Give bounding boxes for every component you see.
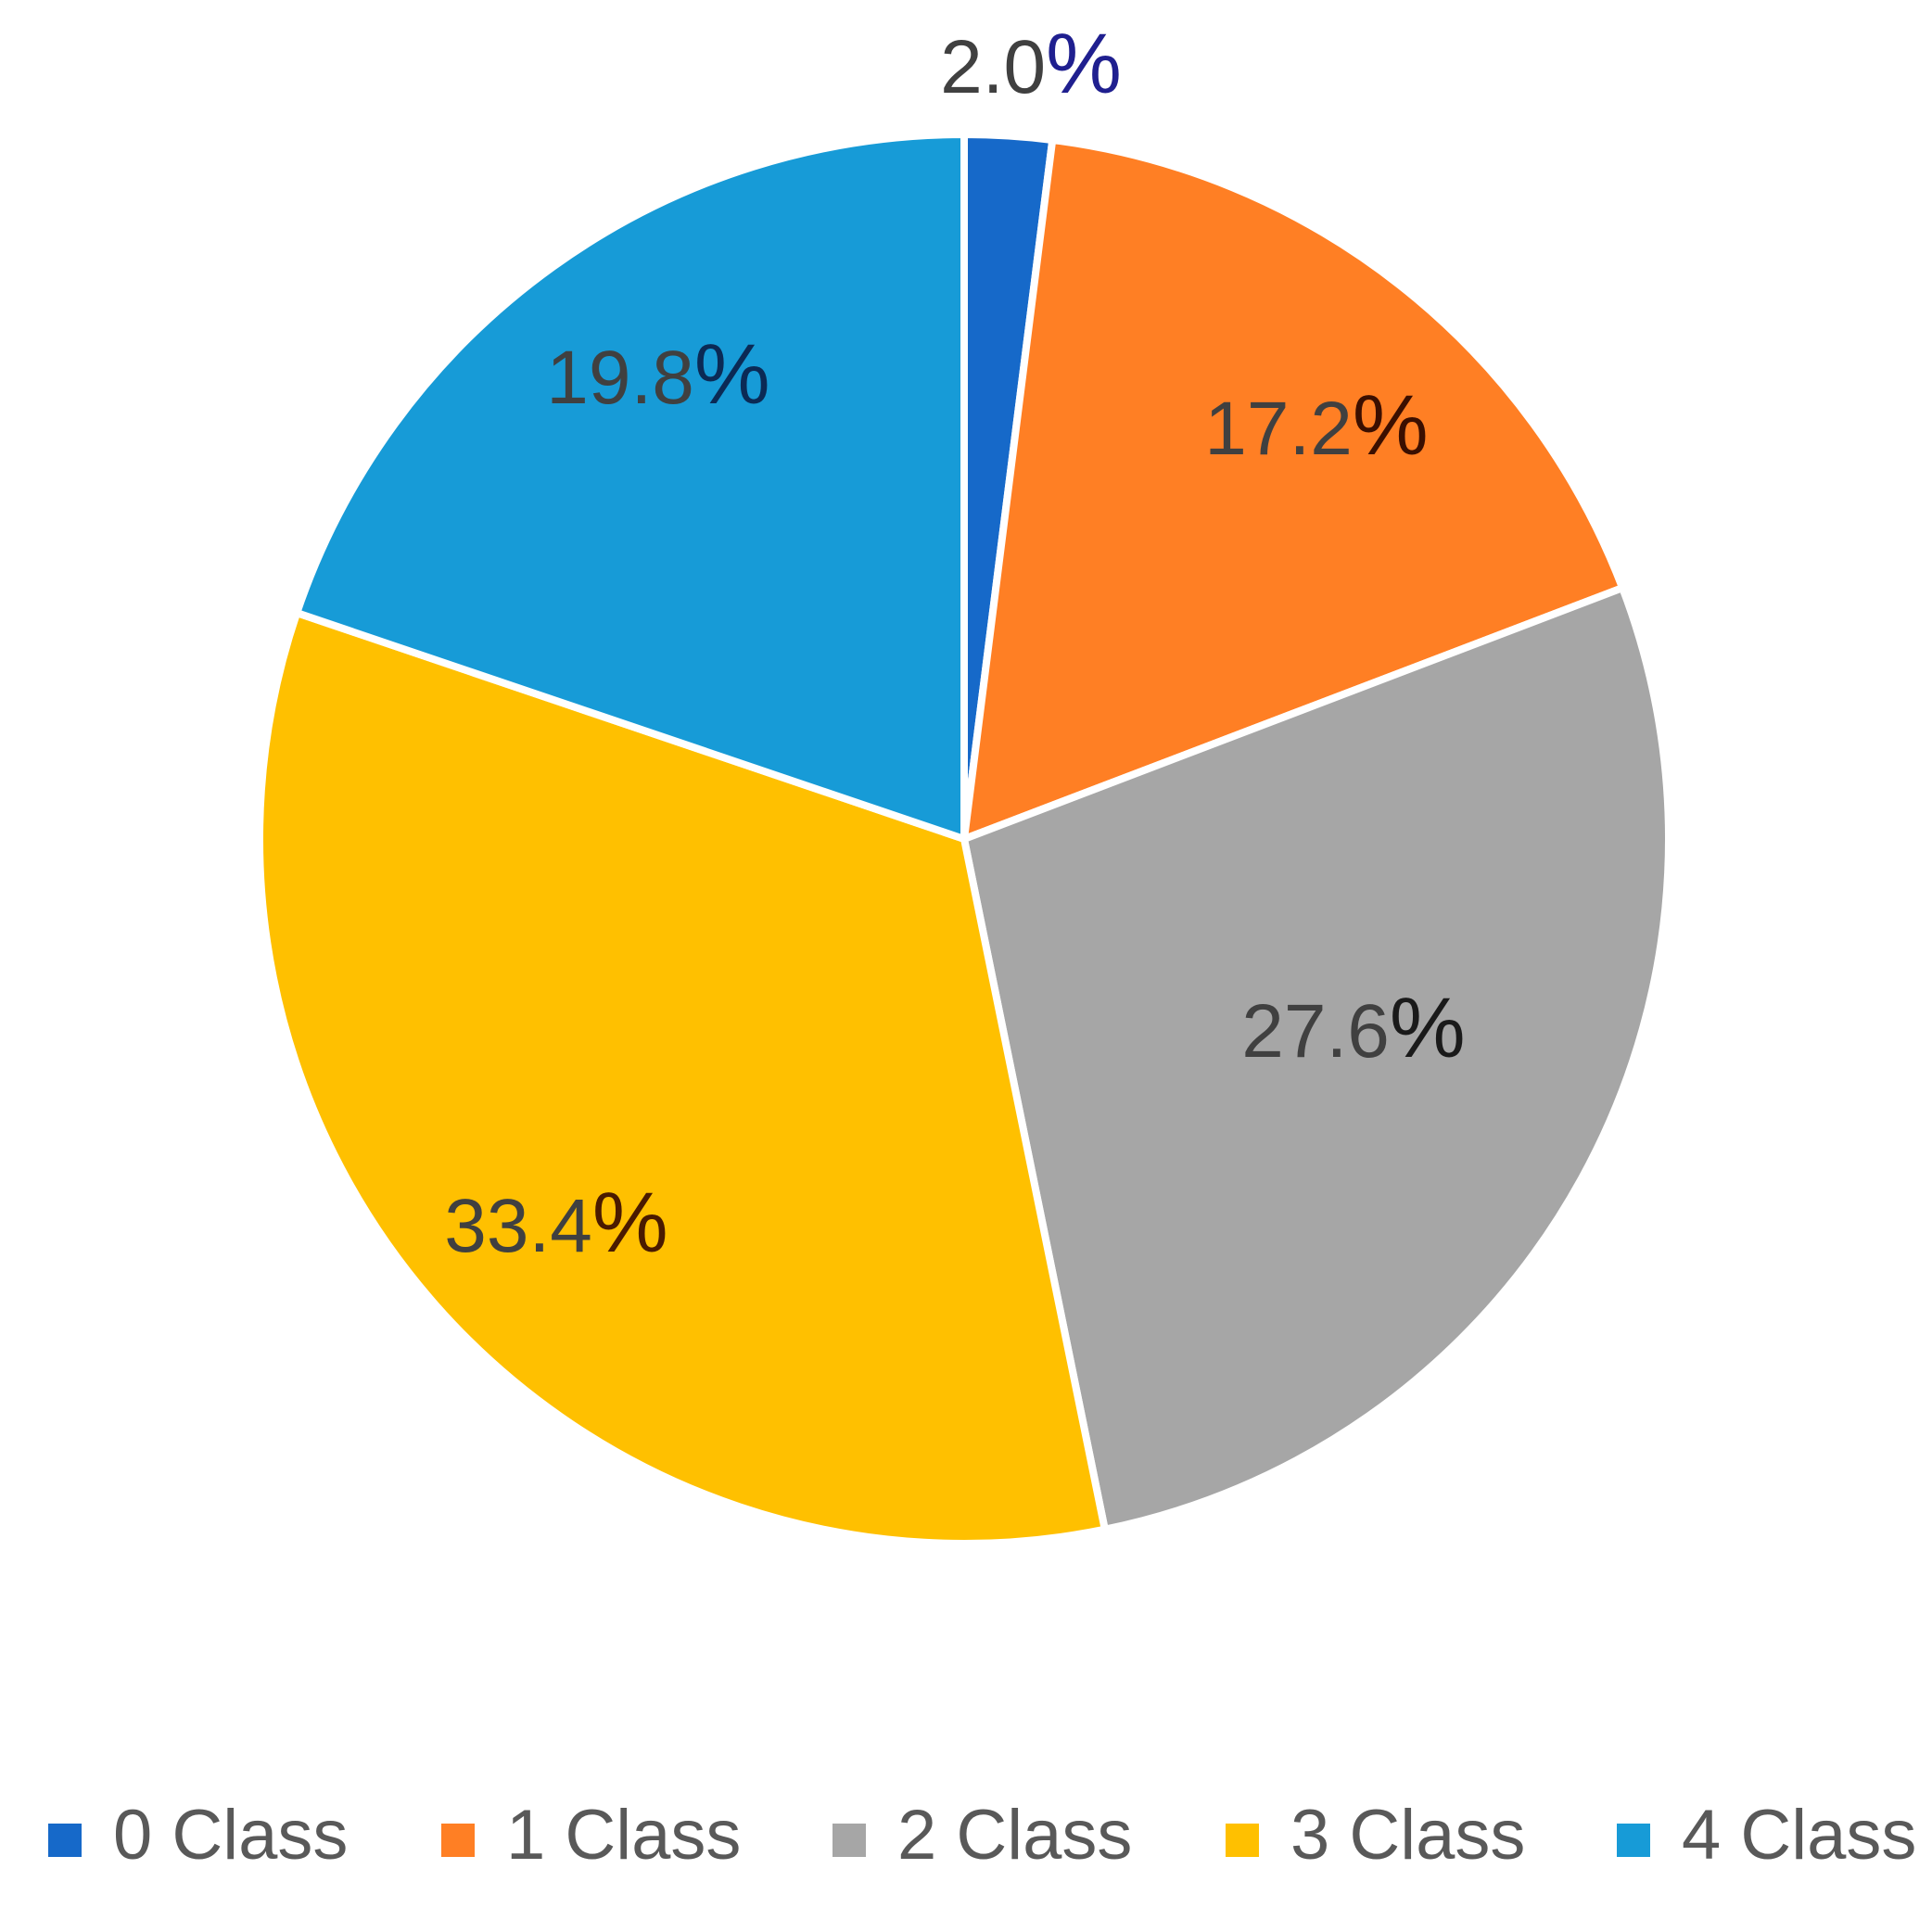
data-label-0-class: 2.0% [940,17,1122,111]
data-label-value: 33.4 [444,1184,592,1268]
data-label-value: 27.6 [1241,989,1390,1074]
legend-swatch [441,1824,475,1857]
data-label-4-class: 19.8% [546,327,769,422]
legend-item-3-class: 3 Class [1226,1796,1525,1875]
legend-label: 0 Class [113,1796,348,1875]
pie-slice-3-class [256,609,1109,1547]
data-label-percent-sign: % [1353,378,1429,473]
data-labels: 2.0%17.2%27.6%33.4%19.8% [444,17,1465,1270]
legend-label: 2 Class [897,1796,1132,1875]
pie-slices [256,131,1672,1547]
legend-label: 1 Class [506,1796,741,1875]
legend-swatch [48,1824,82,1857]
legend-item-1-class: 1 Class [441,1796,741,1875]
data-label-2-class: 27.6% [1241,981,1465,1075]
data-label-percent-sign: % [694,327,770,422]
data-label-percent-sign: % [592,1176,668,1270]
pie-slice-1-class [960,135,1627,843]
legend-swatch [1226,1824,1259,1857]
legend-swatch [833,1824,866,1857]
data-label-value: 17.2 [1204,387,1353,471]
data-label-value: 19.8 [546,336,694,420]
pie-slice-2-class [960,584,1672,1533]
data-label-1-class: 17.2% [1204,378,1428,473]
legend-label: 4 Class [1682,1796,1916,1875]
pie-slice-4-class [293,131,968,843]
data-label-3-class: 33.4% [444,1176,667,1270]
legend-item-0-class: 0 Class [48,1796,348,1875]
data-label-percent-sign: % [1046,17,1122,111]
data-label-value: 2.0 [940,25,1046,109]
legend-label: 3 Class [1290,1796,1525,1875]
legend-item-2-class: 2 Class [833,1796,1132,1875]
data-label-percent-sign: % [1390,981,1466,1075]
legend-item-4-class: 4 Class [1617,1796,1916,1875]
legend: 0 Class 1 Class 2 Class 3 Class 4 Class [48,1796,1916,1875]
legend-swatch [1617,1824,1650,1857]
